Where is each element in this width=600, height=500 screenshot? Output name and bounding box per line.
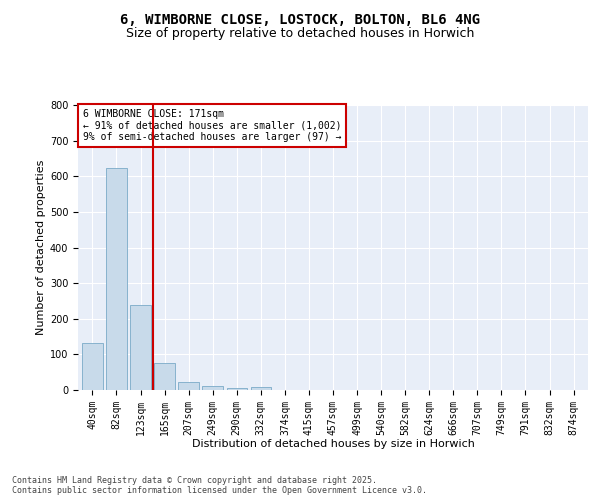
X-axis label: Distribution of detached houses by size in Horwich: Distribution of detached houses by size …: [191, 439, 475, 449]
Bar: [130, 305, 151, 390]
Bar: [202, 386, 223, 390]
Bar: [227, 388, 247, 390]
Y-axis label: Number of detached properties: Number of detached properties: [35, 160, 46, 335]
Text: Contains HM Land Registry data © Crown copyright and database right 2025.
Contai: Contains HM Land Registry data © Crown c…: [12, 476, 427, 495]
Bar: [178, 382, 199, 390]
Text: Size of property relative to detached houses in Horwich: Size of property relative to detached ho…: [126, 28, 474, 40]
Bar: [82, 343, 103, 390]
Text: 6 WIMBORNE CLOSE: 171sqm
← 91% of detached houses are smaller (1,002)
9% of semi: 6 WIMBORNE CLOSE: 171sqm ← 91% of detach…: [83, 110, 341, 142]
Bar: [106, 168, 127, 390]
Bar: [154, 362, 175, 390]
Bar: [251, 387, 271, 390]
Text: 6, WIMBORNE CLOSE, LOSTOCK, BOLTON, BL6 4NG: 6, WIMBORNE CLOSE, LOSTOCK, BOLTON, BL6 …: [120, 12, 480, 26]
